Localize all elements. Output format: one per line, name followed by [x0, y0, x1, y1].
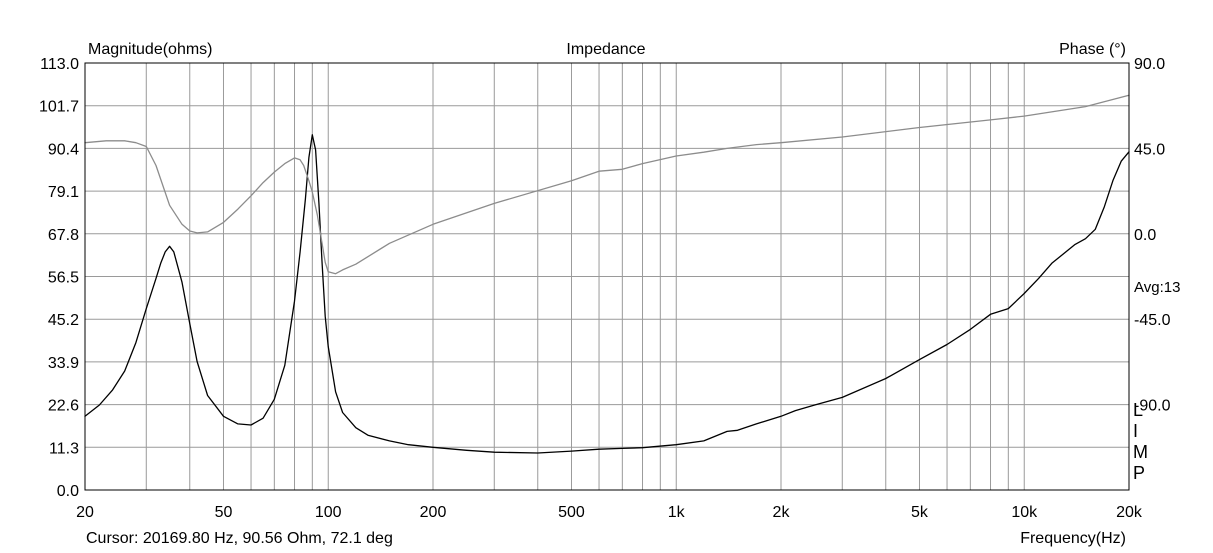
x-tick-label: 20k	[1116, 504, 1143, 521]
y-tick-label: 79.1	[48, 184, 79, 201]
x-tick-label: 20	[76, 504, 94, 521]
chart-title: Impedance	[566, 41, 645, 58]
y-tick-label: 22.6	[48, 398, 79, 415]
magnitude-curve	[84, 134, 1130, 454]
y-tick-label: 0.0	[57, 483, 79, 500]
side-label-letter: P	[1133, 463, 1145, 483]
series-layer	[84, 94, 1130, 454]
y-tick-label: 11.3	[49, 440, 79, 457]
y-tick-label: 33.9	[48, 355, 79, 372]
y2-tick-label: 45.0	[1134, 141, 1165, 158]
x-tick-label: 200	[420, 504, 447, 521]
y-axis-label: Magnitude(ohms)	[88, 41, 213, 58]
x-axis-label: Frequency(Hz)	[1020, 530, 1126, 547]
side-label-letter: I	[1133, 421, 1138, 441]
y-tick-label: 90.4	[48, 141, 79, 158]
x-tick-label: 5k	[911, 504, 929, 521]
x-tick-label: 1k	[668, 504, 686, 521]
phase-curve	[84, 94, 1130, 275]
y-tick-label: 45.2	[48, 312, 79, 329]
x-tick-label: 50	[215, 504, 233, 521]
x-tick-label: 100	[315, 504, 342, 521]
y2-tick-label: -45.0	[1134, 312, 1171, 329]
phase-average-label: Avg:13	[1134, 279, 1180, 296]
y2-tick-label: 90.0	[1134, 56, 1165, 73]
x-tick-label: 10k	[1011, 504, 1038, 521]
grid	[85, 62, 1129, 491]
y-tick-labels: 0.0 11.3 22.6 33.9 45.2 56.5 67.8 79.1 90.4 101.7…	[39, 56, 79, 500]
x-tick-label: 2k	[773, 504, 791, 521]
y-tick-label: 113.0	[40, 56, 79, 73]
y-tick-label: 56.5	[48, 270, 79, 287]
cursor-readout: Cursor: 20169.80 Hz, 90.56 Ohm, 72.1 deg	[86, 530, 393, 547]
side-label-letter: M	[1133, 442, 1148, 462]
plot-frame	[84, 62, 1130, 491]
y2-axis-label: Phase (°)	[1059, 41, 1126, 58]
y-tick-label: 101.7	[39, 99, 79, 116]
y2-tick-labels: 90.0 45.0 0.0 -45.0 -90.0	[1134, 56, 1171, 415]
y-tick-label: 67.8	[48, 227, 79, 244]
side-label-letter: L	[1133, 400, 1143, 420]
y2-tick-label: -90.0	[1134, 398, 1171, 415]
y2-tick-label: 0.0	[1134, 227, 1156, 244]
x-tick-labels: 20 50 100 200 500 1k 2k 5k 10k 20k	[76, 504, 1143, 521]
x-tick-label: 500	[558, 504, 585, 521]
